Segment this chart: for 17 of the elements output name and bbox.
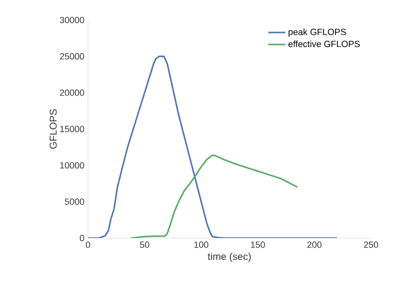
y-tick-label: 30000 — [60, 16, 84, 24]
x-tick-label: 0 — [86, 242, 90, 248]
x-tick-label: 100 — [194, 242, 208, 248]
y-tick-label: 0 — [80, 234, 84, 242]
x-tick-label: 150 — [251, 242, 265, 248]
y-tick-label: 20000 — [60, 89, 84, 96]
y-axis-title: GFLOPS — [50, 109, 57, 149]
x-tick-label: 50 — [140, 242, 150, 248]
x-tick-label: 250 — [364, 242, 378, 248]
x-axis-title: time (sec) — [208, 252, 251, 262]
legend-label: peak GFLOPS — [288, 28, 346, 37]
y-tick-label: 15000 — [60, 126, 84, 132]
y-tick-label: 5000 — [64, 198, 84, 205]
x-tick-label: 200 — [307, 242, 322, 248]
y-tick-label: 10000 — [60, 162, 84, 169]
y-tick-label: 25000 — [60, 53, 84, 60]
legend-label: effective GFLOPS — [288, 40, 360, 48]
